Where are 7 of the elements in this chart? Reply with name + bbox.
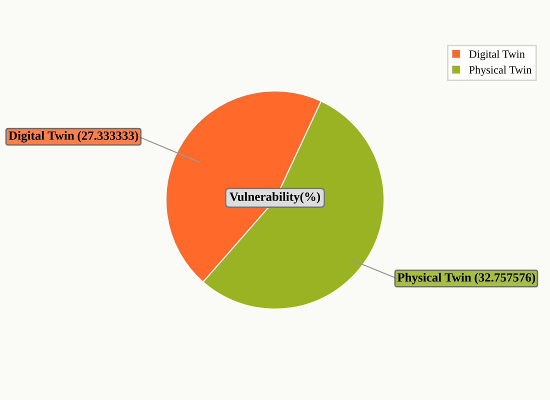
text: Vulnerability(%) bbox=[230, 192, 320, 204]
data-label: (32.757576) bbox=[474, 272, 536, 284]
legend-label: Digital Twin bbox=[469, 50, 525, 60]
data-label: (27.333333) bbox=[78, 131, 138, 142]
legend-label: Physical Twin bbox=[469, 66, 532, 76]
slice-label: Physical Twin bbox=[397, 272, 472, 284]
slice-label: Digital Twin bbox=[8, 131, 74, 142]
